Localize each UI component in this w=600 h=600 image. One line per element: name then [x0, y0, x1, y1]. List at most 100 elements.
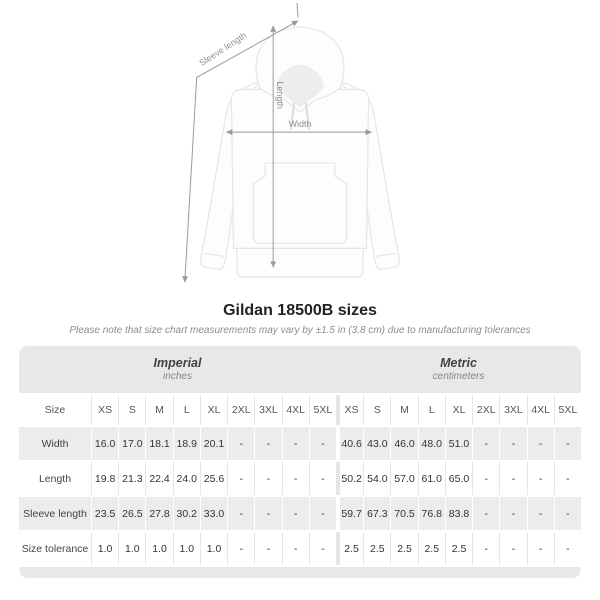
table-cell: 25.6	[199, 462, 228, 495]
table-cell: -	[526, 497, 554, 530]
table-cell: 65.0	[444, 462, 473, 495]
table-cell: 40.6	[335, 427, 364, 460]
table-cell: 27.8	[145, 497, 173, 530]
table-cell: 48.0	[417, 427, 445, 460]
table-cell: 61.0	[417, 462, 445, 495]
row-label: Sleeve length	[19, 497, 91, 530]
table-cell: 22.4	[145, 462, 173, 495]
table-cell: -	[281, 462, 309, 495]
row-label: Length	[19, 462, 91, 495]
table-cell: -	[254, 462, 282, 495]
table-cell: -	[499, 462, 527, 495]
table-cell: 20.1	[199, 427, 228, 460]
metric-title: Metric	[440, 356, 477, 370]
size-col-header: 2XL	[227, 395, 255, 425]
size-col-header: 4XL	[281, 395, 309, 425]
hoodie-measurement-figure: Sleeve length Length Width	[182, 2, 400, 283]
page-title: Gildan 18500B sizes	[223, 302, 377, 319]
sleeve-length-arrow	[182, 20, 299, 283]
table-cell: -	[308, 462, 336, 495]
size-col-header: L	[172, 395, 200, 425]
table-cell: 1.0	[199, 532, 228, 565]
table-cell: 24.0	[172, 462, 200, 495]
hoodie-drawcord-right	[304, 102, 310, 131]
metric-section-header: Metric centimeters	[336, 346, 581, 393]
size-col-header: 2XL	[472, 395, 500, 425]
table-cell: -	[553, 497, 581, 530]
table-cell: -	[526, 462, 554, 495]
table-cell: -	[254, 497, 282, 530]
table-cell: 21.3	[118, 462, 146, 495]
size-col-header: S	[118, 395, 146, 425]
table-cell: 1.0	[91, 532, 119, 565]
table-cell: -	[227, 462, 255, 495]
hoodie-illustration	[200, 26, 400, 278]
table-cell: 2.5	[335, 532, 364, 565]
table-cell: -	[254, 532, 282, 565]
table-cell: -	[281, 532, 309, 565]
size-col-header: S	[363, 395, 391, 425]
table-cell: -	[254, 427, 282, 460]
row-label: Width	[19, 427, 91, 460]
table-cell: -	[499, 532, 527, 565]
imperial-section-header: Imperial inches	[19, 346, 336, 393]
table-cell: 51.0	[444, 427, 473, 460]
table-cell: 17.0	[118, 427, 146, 460]
table-cell: -	[227, 427, 255, 460]
table-cell: -	[281, 427, 309, 460]
table-cell: -	[227, 532, 255, 565]
table-cell: -	[472, 462, 500, 495]
table-cell: 59.7	[335, 497, 364, 530]
table-cell: -	[227, 497, 255, 530]
size-col-header: 5XL	[553, 395, 581, 425]
size-col-label: Size	[19, 395, 91, 425]
table-cell: 50.2	[335, 462, 364, 495]
size-col-header: M	[145, 395, 173, 425]
table-footer-band	[19, 567, 581, 578]
length-label: Length	[275, 81, 285, 108]
table-cell: 1.0	[172, 532, 200, 565]
table-cell: -	[308, 427, 336, 460]
table-row-length: Length 19.8 21.3 22.4 24.0 25.6 - - - - …	[19, 462, 581, 495]
table-cell: 67.3	[363, 497, 391, 530]
table-cell: 16.0	[91, 427, 119, 460]
table-cell: -	[308, 532, 336, 565]
size-col-header: XS	[91, 395, 119, 425]
table-cell: -	[499, 497, 527, 530]
size-table: Imperial inches Metric centimeters Size …	[19, 346, 581, 578]
size-col-header: 3XL	[499, 395, 527, 425]
table-cell: 18.1	[145, 427, 173, 460]
hoodie-hem	[235, 247, 365, 278]
size-col-header: XL	[199, 395, 228, 425]
table-cell: 23.5	[91, 497, 119, 530]
table-cell: 43.0	[363, 427, 391, 460]
size-col-header: 3XL	[254, 395, 282, 425]
table-cell: 2.5	[444, 532, 473, 565]
size-col-header: XL	[444, 395, 473, 425]
table-cell: 83.8	[444, 497, 473, 530]
table-cell: 19.8	[91, 462, 119, 495]
table-cell: 57.0	[390, 462, 418, 495]
size-header-row: Size XS S M L XL 2XL 3XL 4XL 5XL XS S M …	[19, 395, 581, 425]
table-cell: 26.5	[118, 497, 146, 530]
row-label: Size tolerance	[19, 532, 91, 565]
table-row-sleeve-length: Sleeve length 23.5 26.5 27.8 30.2 33.0 -…	[19, 497, 581, 530]
table-cell: 2.5	[390, 532, 418, 565]
size-col-header: XS	[335, 395, 364, 425]
table-cell: 1.0	[118, 532, 146, 565]
hoodie-pocket	[252, 162, 348, 244]
hoodie-right-cuff-line	[375, 252, 397, 257]
size-col-header: L	[417, 395, 445, 425]
size-col-header: 5XL	[308, 395, 336, 425]
size-col-header: 4XL	[526, 395, 554, 425]
imperial-subtitle: inches	[163, 371, 192, 382]
table-cell: -	[308, 497, 336, 530]
table-cell: -	[472, 427, 500, 460]
table-cell: -	[553, 532, 581, 565]
table-cell: -	[472, 497, 500, 530]
size-col-header: M	[390, 395, 418, 425]
table-cell: -	[553, 462, 581, 495]
table-cell: 2.5	[363, 532, 391, 565]
table-cell: -	[526, 532, 554, 565]
